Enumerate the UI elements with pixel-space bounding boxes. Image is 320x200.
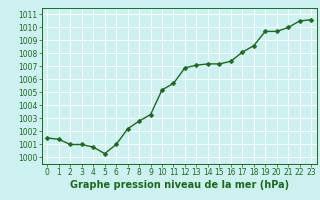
X-axis label: Graphe pression niveau de la mer (hPa): Graphe pression niveau de la mer (hPa) bbox=[70, 180, 289, 190]
